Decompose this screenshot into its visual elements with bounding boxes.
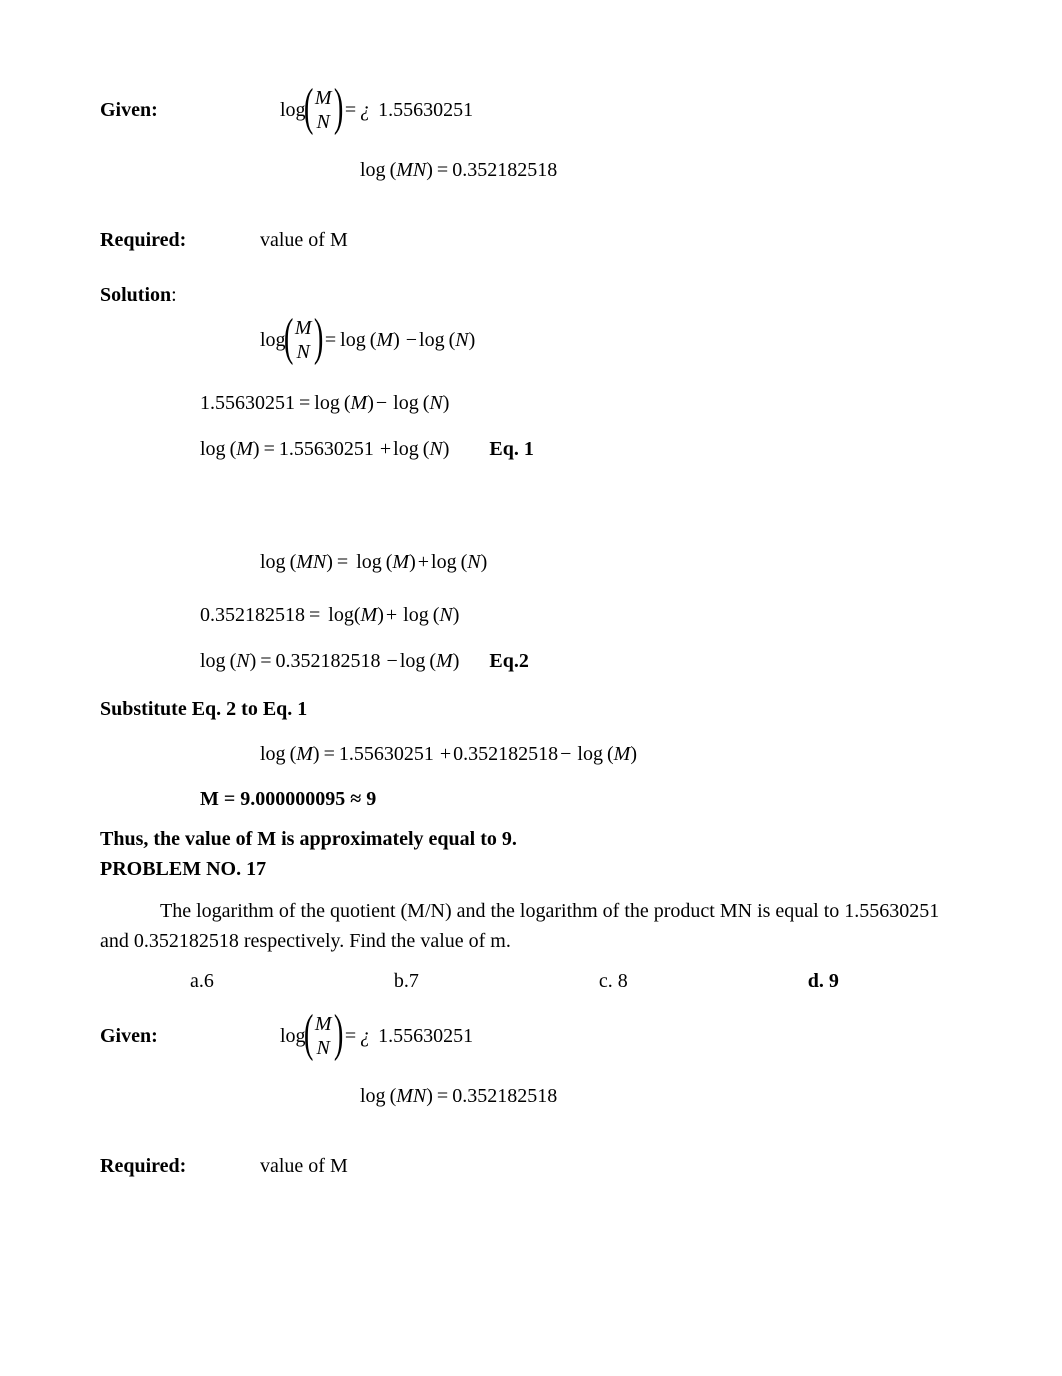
required-row: Required: value of M xyxy=(100,210,962,270)
label-eq2: Eq.2 xyxy=(489,646,528,676)
label-solution: Solution xyxy=(100,284,171,306)
label-required-2: Required: xyxy=(100,1151,230,1181)
label-eq1: Eq. 1 xyxy=(489,434,533,464)
choices-row: a.6 b.7 c. 8 d. 9 xyxy=(190,966,962,996)
given-row-1: Given: log ( M N ) = ¿ 1.55630251 xyxy=(100,80,962,140)
choice-c: c. 8 xyxy=(599,966,628,996)
label-given: Given: xyxy=(100,95,230,125)
eq-log-quotient-iota: log ( M N ) = ¿ 1.55630251 xyxy=(280,84,473,136)
eq-log-quotient-iota-2: log ( M N ) = ¿ 1.55630251 xyxy=(280,1010,473,1062)
choice-d: d. 9 xyxy=(808,966,839,996)
eq-eq1: log (M) = 1.55630251 + log (N) Eq. 1 xyxy=(200,426,962,472)
eq-log-product-val-2: log (MN) = 0.352182518 xyxy=(360,1066,962,1126)
eq-q-eq-diff: 1.55630251 = log (M) − log (N) xyxy=(200,380,962,426)
problem-no: PROBLEM NO. 17 xyxy=(100,854,962,884)
choice-a: a.6 xyxy=(190,966,214,996)
eq-substituted: log (M) = 1.55630251 + 0.352182518 − log… xyxy=(260,724,962,784)
eq-log-product-val: log (MN) = 0.352182518 xyxy=(360,140,962,200)
label-substitute: Substitute Eq. 2 to Eq. 1 xyxy=(100,694,962,724)
page: Given: log ( M N ) = ¿ 1.55630251 log (M… xyxy=(0,0,1062,1376)
given-row-2: Given: log ( M N ) = ¿ 1.55630251 xyxy=(100,1006,962,1066)
required-text: value of M xyxy=(260,225,348,255)
eq-eq2: log (N) = 0.352182518 − log (M) Eq.2 xyxy=(200,638,962,684)
label-given-2: Given: xyxy=(100,1021,230,1051)
required-text-2: value of M xyxy=(260,1151,348,1181)
eq-product-expand: log (MN) = log (M) + log (N) xyxy=(260,532,962,592)
problem-text: The logarithm of the quotient (M/N) and … xyxy=(100,896,962,956)
m-result: M = 9.000000095 ≈ 9 xyxy=(200,784,962,814)
label-solution-row: Solution: xyxy=(100,280,962,310)
choice-b: b.7 xyxy=(394,966,419,996)
eq-p-eq-sum: 0.352182518 = log (M) + log (N) xyxy=(200,592,962,638)
thus-line: Thus, the value of M is approximately eq… xyxy=(100,824,962,854)
label-required: Required: xyxy=(100,225,230,255)
required-row-2: Required: value of M xyxy=(100,1136,962,1196)
eq-quotient-expand: log ( M N ) = log (M) − log (N) xyxy=(260,310,962,370)
